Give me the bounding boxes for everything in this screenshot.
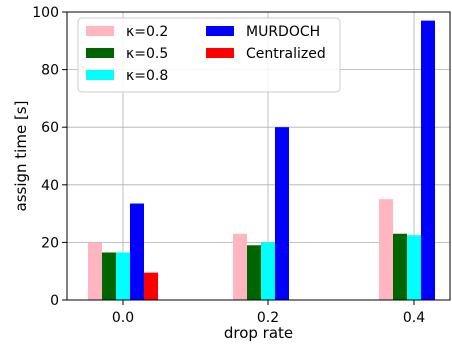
y-tick-label: 80 [41,63,59,79]
plot-frame [66,11,451,301]
bar [88,242,102,300]
bar [275,127,289,300]
bar [421,20,435,300]
bars [88,20,435,300]
y-tick-label: 20 [41,235,59,251]
legend-swatch [86,70,114,80]
legend-swatch [86,26,114,36]
y-tick-label: 0 [50,293,59,309]
y-tick-label: 100 [32,5,59,21]
legend-label: MURDOCH [246,24,320,40]
bar [393,233,407,300]
y-axis-label: assign time [s] [12,101,30,212]
bar [102,252,116,300]
x-axis-label: drop rate [224,324,293,342]
y-tick-label: 60 [41,120,59,136]
bar [130,203,144,300]
legend-label: κ=0.2 [126,24,168,40]
bar [407,235,421,300]
x-tick-label: 0.0 [112,310,134,326]
legend-swatch [86,48,114,58]
legend-label: Centralized [246,46,326,62]
bar [261,242,275,300]
bar [116,252,130,300]
legend-label: κ=0.8 [126,68,168,84]
legend-swatch [206,48,234,58]
legend-swatch [206,26,234,36]
x-tick-label: 0.4 [403,310,425,326]
x-tick-label: 0.2 [257,310,279,326]
bar [247,245,261,300]
bar [233,233,247,300]
axis-ticks: 0 20 40 60 80 100 0.0 0.2 0.4 [32,5,425,326]
bar [144,272,158,300]
bar [379,199,393,300]
legend-label: κ=0.5 [126,46,168,62]
y-tick-label: 40 [41,178,59,194]
legend: κ=0.2 κ=0.5 κ=0.8 MURDOCH Centralized [77,17,341,93]
